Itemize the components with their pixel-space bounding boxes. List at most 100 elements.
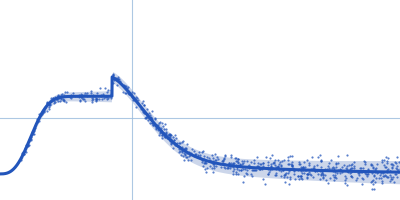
- Point: [195, 154, 201, 157]
- Point: [239, 159, 245, 162]
- Point: [301, 168, 308, 171]
- Point: [22, 149, 28, 152]
- Point: [318, 172, 324, 175]
- Point: [114, 77, 120, 80]
- Point: [286, 170, 292, 173]
- Point: [141, 111, 147, 114]
- Point: [344, 167, 350, 170]
- Point: [177, 149, 183, 152]
- Point: [268, 164, 274, 168]
- Point: [369, 172, 376, 175]
- Point: [76, 100, 83, 103]
- Point: [176, 150, 183, 153]
- Point: [372, 166, 379, 169]
- Point: [40, 110, 47, 113]
- Point: [202, 161, 208, 164]
- Point: [149, 121, 155, 124]
- Point: [123, 84, 130, 87]
- Point: [275, 165, 282, 168]
- Point: [300, 168, 307, 171]
- Point: [320, 176, 326, 180]
- Point: [226, 161, 232, 164]
- Point: [67, 95, 73, 98]
- Point: [228, 162, 234, 165]
- Point: [266, 157, 273, 160]
- Point: [108, 92, 114, 96]
- Point: [240, 161, 246, 165]
- Point: [147, 116, 154, 119]
- Point: [211, 163, 218, 166]
- Point: [210, 164, 217, 168]
- Point: [52, 96, 58, 99]
- Point: [150, 123, 157, 126]
- Point: [342, 175, 348, 178]
- Point: [99, 97, 105, 101]
- Point: [394, 170, 400, 173]
- Point: [157, 130, 164, 133]
- Point: [90, 95, 96, 98]
- Point: [248, 169, 255, 172]
- Point: [36, 112, 42, 115]
- Point: [283, 171, 289, 175]
- Point: [175, 144, 182, 147]
- Point: [90, 97, 97, 100]
- Point: [125, 92, 131, 95]
- Point: [300, 165, 306, 168]
- Point: [355, 172, 361, 175]
- Point: [200, 158, 206, 161]
- Point: [146, 114, 153, 117]
- Point: [229, 161, 236, 164]
- Point: [50, 97, 57, 100]
- Point: [387, 169, 394, 172]
- Point: [358, 169, 364, 173]
- Point: [160, 131, 167, 134]
- Point: [177, 141, 183, 144]
- Point: [142, 116, 148, 119]
- Point: [82, 92, 88, 95]
- Point: [131, 98, 137, 101]
- Point: [143, 115, 150, 119]
- Point: [143, 116, 150, 119]
- Point: [314, 163, 320, 166]
- Point: [381, 166, 388, 169]
- Point: [115, 76, 121, 79]
- Point: [189, 147, 196, 150]
- Point: [170, 135, 176, 139]
- Point: [20, 152, 27, 156]
- Point: [268, 166, 274, 169]
- Point: [30, 129, 37, 132]
- Point: [182, 152, 188, 155]
- Point: [290, 168, 297, 172]
- Point: [241, 174, 248, 178]
- Point: [322, 179, 329, 182]
- Point: [227, 167, 233, 170]
- Point: [78, 95, 85, 98]
- Point: [165, 134, 171, 137]
- Point: [365, 173, 371, 176]
- Point: [120, 90, 126, 94]
- Point: [122, 91, 128, 94]
- Point: [200, 150, 206, 153]
- Point: [384, 175, 390, 179]
- Point: [244, 172, 250, 176]
- Point: [394, 175, 400, 178]
- Point: [200, 165, 207, 168]
- Point: [173, 144, 180, 147]
- Point: [20, 150, 26, 153]
- Point: [376, 177, 383, 180]
- Point: [229, 164, 235, 167]
- Point: [334, 171, 340, 175]
- Point: [393, 167, 400, 171]
- Point: [70, 92, 76, 95]
- Point: [268, 162, 274, 165]
- Point: [304, 177, 310, 180]
- Point: [156, 121, 163, 124]
- Point: [62, 91, 68, 94]
- Point: [220, 160, 226, 163]
- Point: [26, 139, 32, 142]
- Point: [313, 170, 320, 173]
- Point: [263, 155, 269, 159]
- Point: [236, 168, 242, 171]
- Point: [335, 155, 342, 158]
- Point: [370, 174, 377, 177]
